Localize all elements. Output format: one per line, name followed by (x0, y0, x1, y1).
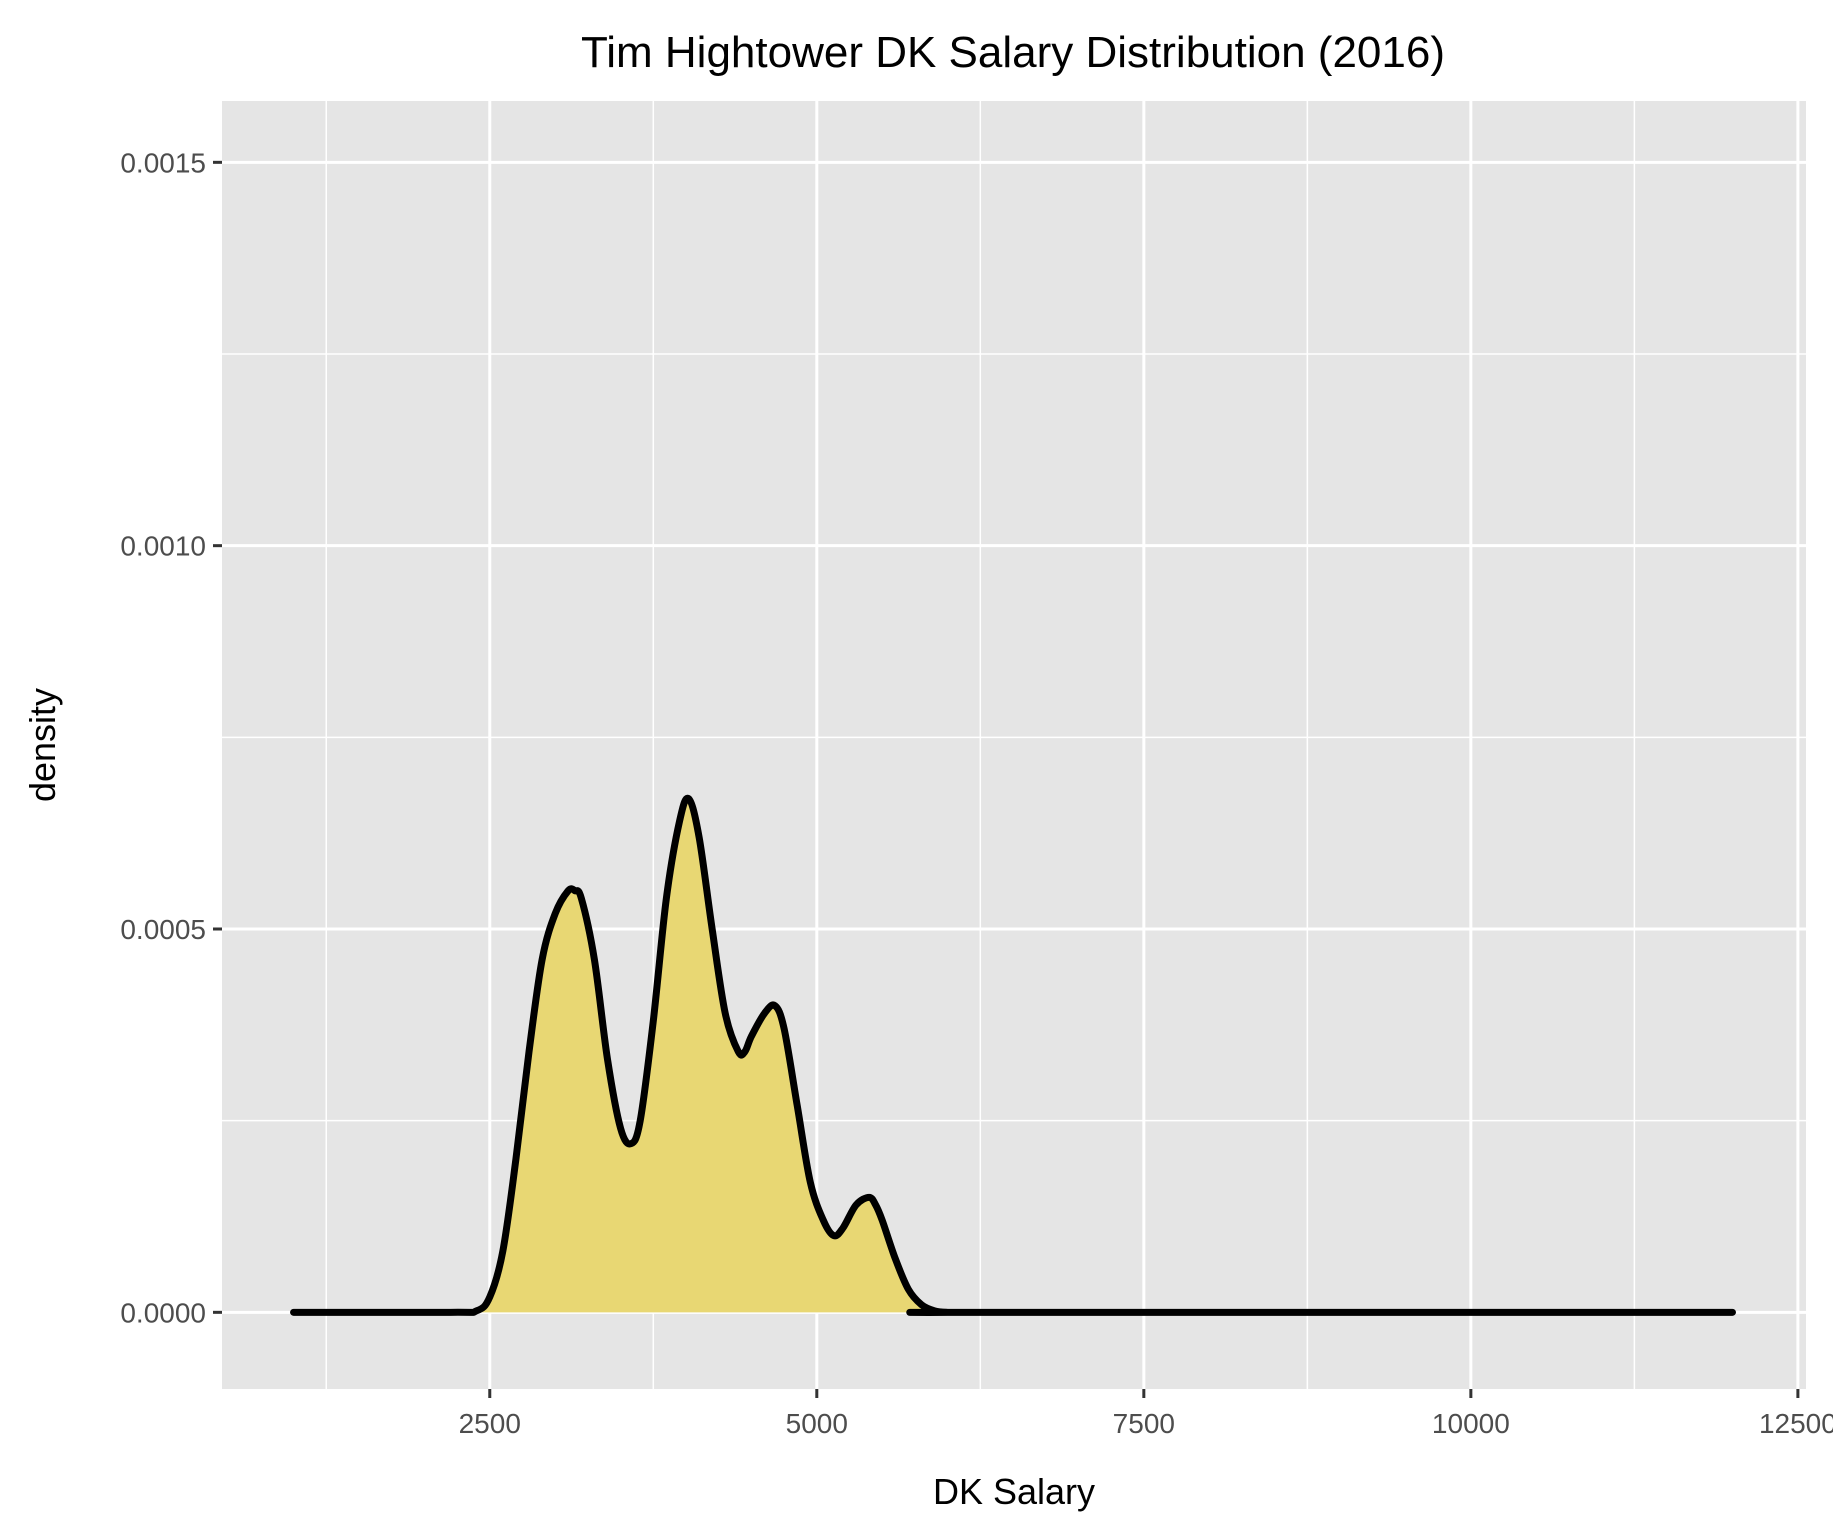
x-tick-label: 10000 (1432, 1408, 1510, 1439)
y-tick-label: 0.0005 (120, 914, 206, 945)
y-tick-label: 0.0000 (120, 1297, 206, 1328)
x-tick-label: 2500 (459, 1408, 521, 1439)
minor-gridlines (222, 101, 1806, 1389)
x-tick-label: 5000 (786, 1408, 848, 1439)
y-axis-title: density (22, 688, 63, 802)
x-tick-label: 7500 (1113, 1408, 1175, 1439)
x-axis: 2500 5000 7500 10000 12500 (459, 1389, 1833, 1439)
y-tick-label: 0.0015 (120, 147, 206, 178)
y-tick-label: 0.0010 (120, 531, 206, 562)
plot-panel (222, 101, 1806, 1389)
chart-title: Tim Hightower DK Salary Distribution (20… (581, 28, 1445, 77)
density-area (293, 798, 1733, 1313)
density-series (290, 794, 1736, 1316)
x-tick-label: 12500 (1759, 1408, 1833, 1439)
y-axis: 0.0000 0.0005 0.0010 0.0015 (120, 147, 222, 1328)
x-axis-title: DK Salary (933, 1471, 1095, 1512)
density-line (290, 794, 1736, 1316)
